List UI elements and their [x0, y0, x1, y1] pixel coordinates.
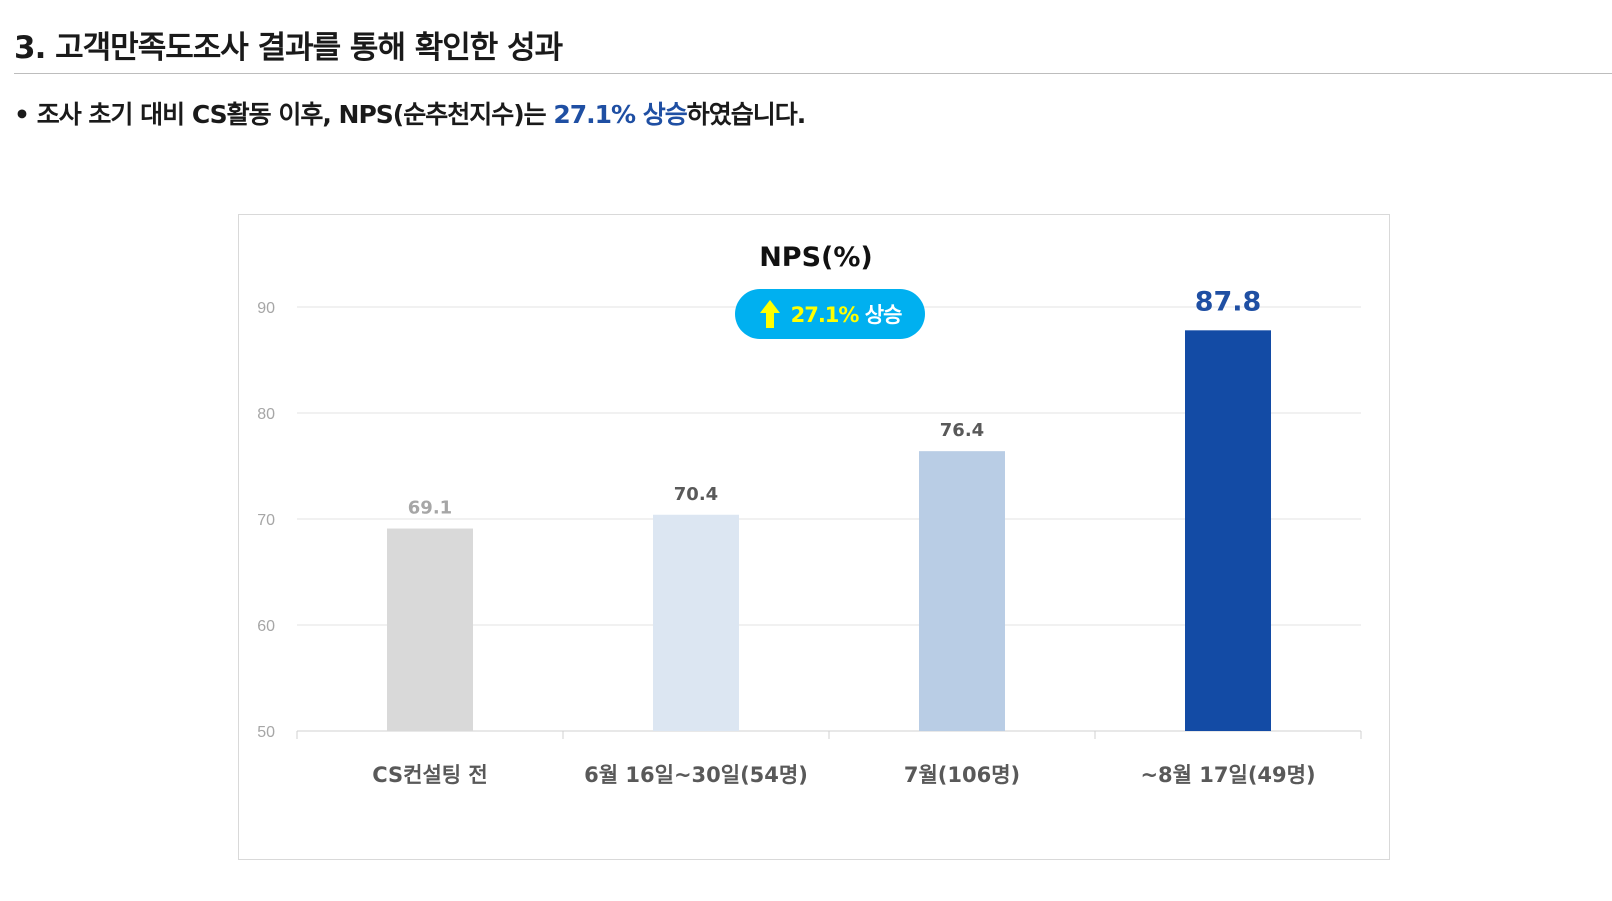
- x-tick-label: CS컨설팅 전: [372, 763, 488, 787]
- y-tick-label: 50: [257, 724, 275, 741]
- y-tick-label: 90: [257, 300, 275, 317]
- y-tick-label: 60: [257, 618, 275, 635]
- increase-badge: 27.1% 상승: [735, 289, 925, 339]
- bar: [1185, 330, 1271, 731]
- summary-line: • 조사 초기 대비 CS활동 이후, NPS(순추천지수)는 27.1% 상승…: [14, 95, 806, 131]
- badge-word: 상승: [864, 303, 903, 327]
- summary-text-end: 하였습니다.: [686, 100, 806, 129]
- chart-frame: 50 60 70 80 90 69.1 CS컨설팅 전 70.4 6월 16일~30일(54명)…: [238, 214, 1390, 860]
- data-label: 87.8: [1195, 286, 1262, 317]
- data-label: 69.1: [408, 498, 452, 519]
- bar: [653, 514, 739, 731]
- summary-highlight: 27.1% 상승: [553, 100, 687, 129]
- y-tick-label: 80: [257, 406, 275, 423]
- x-tick-label: ~8월 17일(49명): [1140, 763, 1315, 787]
- up-arrow-icon: [759, 300, 780, 328]
- bullet: •: [14, 100, 30, 129]
- page-title: 3. 고객만족도조사 결과를 통해 확인한 성과: [14, 30, 563, 66]
- summary-text: 조사 초기 대비 CS활동 이후, NPS(순추천지수)는: [36, 100, 554, 129]
- data-label: 76.4: [940, 420, 984, 441]
- x-tick-label: 6월 16일~30일(54명): [584, 763, 808, 787]
- bar: [387, 528, 473, 731]
- y-tick-label: 70: [257, 512, 275, 529]
- badge-percent: 27.1%: [790, 303, 860, 327]
- badge-label: 27.1% 상승: [790, 299, 903, 329]
- chart-title: NPS(%): [759, 242, 873, 273]
- bar: [919, 451, 1005, 731]
- x-tick-label: 7월(106명): [904, 763, 1020, 787]
- data-label: 70.4: [674, 484, 718, 505]
- title-divider: [14, 73, 1612, 74]
